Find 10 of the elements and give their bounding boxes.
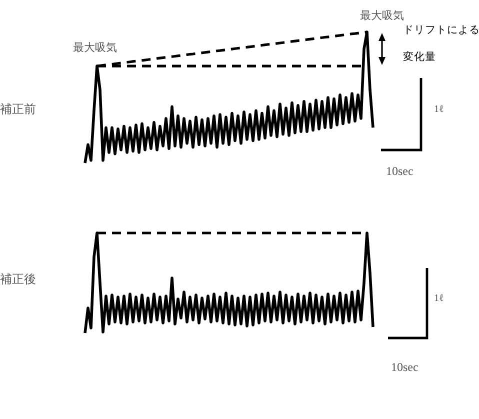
text: ドリフトによる	[403, 24, 479, 36]
text: 補正前	[0, 102, 36, 116]
annotation: 最大吸気	[73, 41, 117, 54]
text: 補正後	[0, 272, 36, 286]
text: 1ℓ	[434, 104, 444, 115]
text: 10sec	[391, 360, 418, 374]
text: 10sec	[386, 164, 414, 178]
text: 変化量	[403, 50, 436, 63]
text: 最大吸気	[360, 9, 404, 22]
text: 1ℓ	[434, 293, 444, 304]
